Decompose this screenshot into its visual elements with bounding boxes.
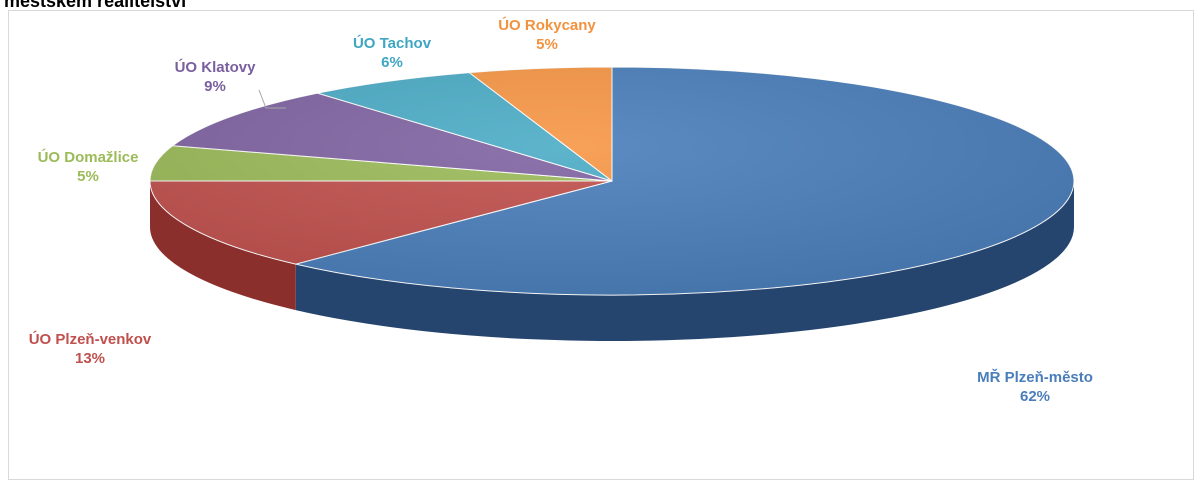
data-label-mr-plzen-mesto: MŘ Plzeň-město 62%: [977, 368, 1093, 406]
slice-percent: 5%: [77, 168, 99, 185]
data-label-uo-rokycany: ÚO Rokycany 5%: [498, 16, 596, 54]
slice-name: ÚO Plzeň-venkov: [28, 331, 152, 348]
data-label-uo-domazlice: ÚO Domažlice 5%: [38, 148, 139, 186]
leader-lines: [258, 89, 286, 109]
slice-percent: 9%: [204, 78, 226, 95]
pie-sides: [150, 181, 1074, 341]
slice-percent: 5%: [536, 36, 558, 53]
data-label-uo-tachov: ÚO Tachov 6%: [353, 34, 431, 72]
pie-slices: [149, 66, 1075, 296]
data-label-uo-klatovy: ÚO Klatovy 9%: [175, 58, 256, 96]
slice-percent: 6%: [381, 54, 403, 71]
chart-heading: městském realitelství: [4, 0, 187, 11]
slice-percent: 13%: [74, 350, 106, 367]
slice-name: ÚO Klatovy: [174, 59, 256, 76]
slice-name: MŘ Plzeň-město: [977, 369, 1093, 386]
data-label-uo-plzen-venkov: ÚO Plzeň-venkov 13%: [29, 330, 152, 368]
slice-name: ÚO Domažlice: [37, 149, 139, 166]
slice-name: ÚO Tachov: [352, 35, 432, 52]
slice-percent: 62%: [1019, 388, 1051, 405]
slice-name: ÚO Rokycany: [498, 17, 596, 34]
pie-top-shading: [150, 67, 1074, 295]
pie-side-uo-plzen-venkov: [150, 181, 296, 311]
pie-side-mr-plzen-mesto: [295, 181, 1074, 341]
leader-line-uo-klatovy: [258, 89, 286, 109]
